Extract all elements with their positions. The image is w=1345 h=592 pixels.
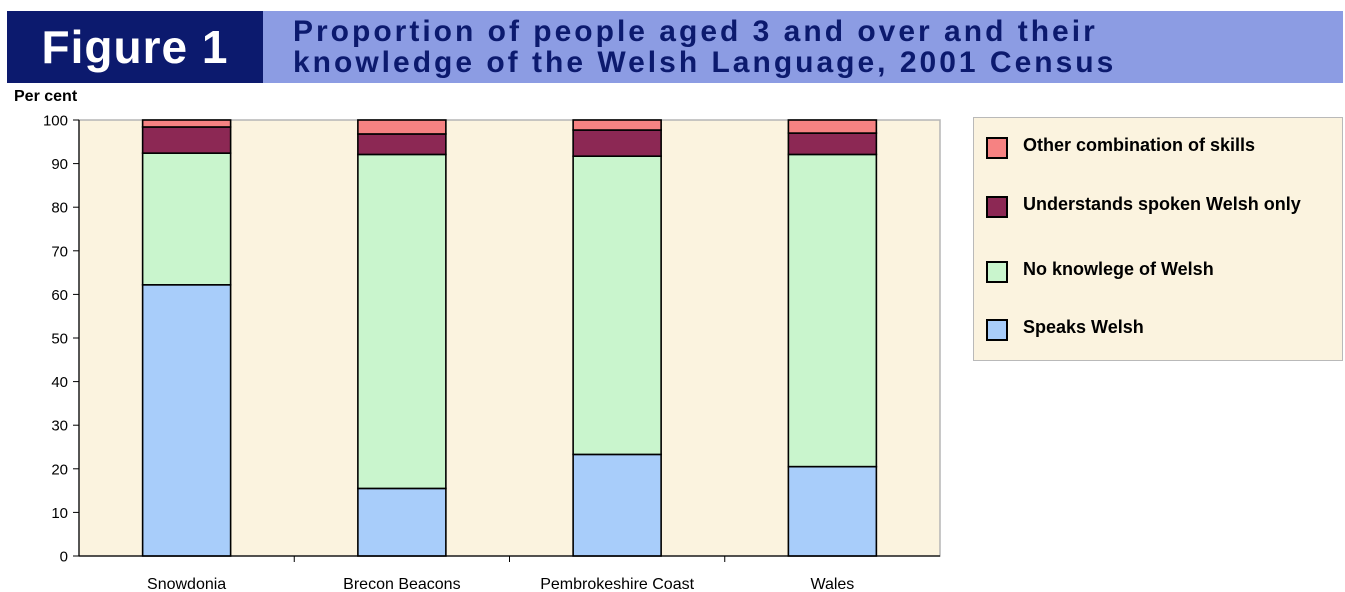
bar-segment-brecon-beacons-3 — [357, 119, 447, 135]
y-tick-label: 50 — [51, 331, 68, 348]
bar-segment-wales-3 — [787, 119, 878, 134]
y-axis-label: Per cent — [14, 88, 78, 105]
legend-label-understands: Understands spoken Welsh only — [1023, 194, 1301, 214]
y-tick-label: 20 — [51, 461, 68, 478]
y-tick-label: 70 — [51, 243, 68, 260]
bar-segment-pembrokeshire-coast-0 — [572, 453, 662, 557]
chart-legend: Other combination of skills Understands … — [973, 117, 1343, 361]
figure-label: Figure 1 — [7, 11, 263, 83]
x-tick-label: Wales — [810, 576, 854, 592]
legend-label-no-knowledge: No knowlege of Welsh — [1023, 259, 1214, 279]
bar-segment-brecon-beacons-2 — [357, 133, 447, 156]
y-tick-label: 0 — [60, 549, 68, 566]
legend-label-speaks-welsh: Speaks Welsh — [1023, 317, 1144, 337]
bar-segment-wales-2 — [787, 132, 878, 156]
legend-swatch-speaks-welsh — [986, 319, 1008, 341]
bar-segment-pembrokeshire-coast-3 — [572, 119, 662, 131]
bar-segment-brecon-beacons-0 — [357, 487, 447, 557]
y-tick-label: 40 — [51, 374, 68, 391]
y-tick-label: 100 — [43, 113, 68, 130]
y-tick-label: 80 — [51, 200, 68, 217]
bar-segment-snowdonia-0 — [141, 284, 232, 557]
y-tick-label: 10 — [51, 505, 68, 522]
chart-title: Proportion of people aged 3 and over and… — [263, 11, 1343, 83]
bar-segment-pembrokeshire-coast-2 — [572, 129, 662, 157]
x-tick-label: Snowdonia — [147, 576, 226, 592]
legend-item-speaks-welsh: Speaks Welsh — [986, 317, 1333, 341]
bar-segment-brecon-beacons-1 — [357, 153, 447, 490]
bar-segment-wales-0 — [787, 465, 878, 557]
y-tick-label: 90 — [51, 156, 68, 173]
legend-label-other: Other combination of skills — [1023, 135, 1256, 155]
legend-item-understands: Understands spoken Welsh only — [986, 194, 1333, 218]
bar-segment-snowdonia-3 — [141, 119, 232, 128]
legend-swatch-understands — [986, 196, 1008, 218]
bar-segment-snowdonia-1 — [141, 152, 232, 286]
legend-item-no-knowledge: No knowlege of Welsh — [986, 259, 1333, 283]
x-tick-label: Brecon Beacons — [343, 576, 460, 592]
x-tick-label: Pembrokeshire Coast — [540, 576, 694, 592]
legend-item-other: Other combination of skills — [986, 135, 1333, 159]
y-tick-label: 60 — [51, 287, 68, 304]
legend-swatch-other — [986, 137, 1008, 159]
bar-segment-snowdonia-2 — [141, 126, 232, 154]
bar-segment-wales-1 — [787, 153, 878, 468]
bar-segment-pembrokeshire-coast-1 — [572, 155, 662, 456]
legend-swatch-no-knowledge — [986, 261, 1008, 283]
y-tick-label: 30 — [51, 418, 68, 435]
